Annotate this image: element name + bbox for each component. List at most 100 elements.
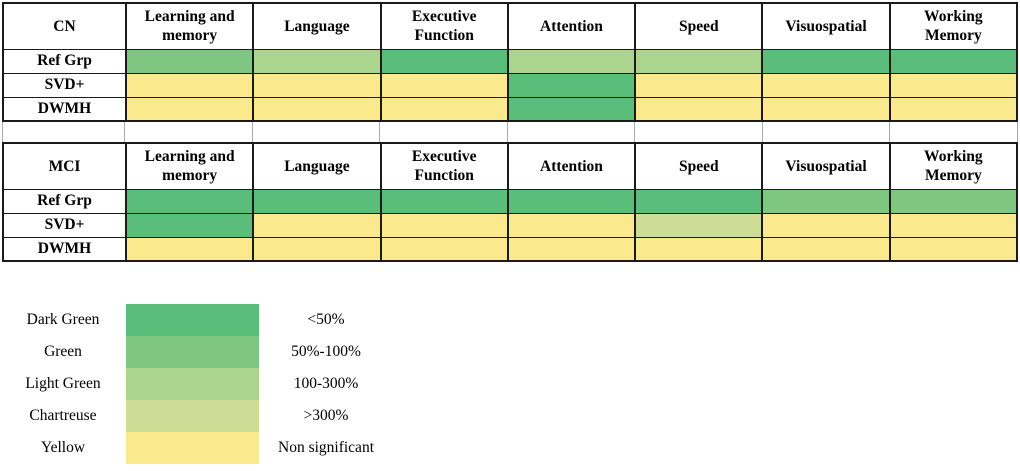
legend-color-name: Yellow (40, 439, 86, 456)
table-row: DWMH (2, 96, 1019, 122)
row-label: SVD+ (2, 212, 127, 238)
heatmap-cell-light_green (634, 48, 764, 74)
legend-color-name: Green (44, 343, 82, 360)
heatmap-cell-yellow (888, 236, 1019, 262)
heatmap-cell-green (761, 188, 891, 214)
table-row: SVD+ (2, 212, 1019, 238)
legend-swatch-dark_green (126, 304, 259, 336)
heatmap-cell-yellow (379, 212, 509, 238)
row-label: Ref Grp (2, 48, 127, 74)
row-label: DWMH (2, 236, 127, 262)
spacer-cell (380, 122, 508, 142)
heatmap-cell-chartreuse (634, 212, 764, 238)
spacer-cell (508, 122, 636, 142)
legend-range-label: 50%-100% (291, 343, 361, 360)
legend-color-name: Chartreuse (29, 407, 97, 424)
heatmap-cell-dark_green (506, 96, 637, 122)
legend-swatch-chartreuse (126, 400, 259, 432)
heatmap-cell-dark_green (252, 188, 382, 214)
heatmap-cell-dark_green (761, 48, 891, 74)
row-label: Ref Grp (2, 188, 127, 214)
heatmap-cell-yellow (634, 236, 764, 262)
column-header: Learning and memory (124, 2, 255, 50)
spacer-cell (125, 122, 253, 142)
legend-color-name: Light Green (25, 375, 101, 392)
heatmap-cell-dark_green (506, 188, 637, 214)
column-header: Executive Function (379, 2, 509, 50)
heatmap-cell-green (124, 48, 255, 74)
legend: Dark Green <50% Green 50%-100% Light Green 10… (0, 304, 1020, 464)
heatmap-cell-dark_green (634, 188, 764, 214)
heatmap-cell-yellow (634, 72, 764, 98)
column-header: Learning and memory (124, 142, 255, 190)
column-header: Speed (634, 142, 764, 190)
heatmap-cell-light_green (506, 48, 637, 74)
column-header: Visuospatial (761, 142, 891, 190)
heatmap-cell-yellow (888, 72, 1019, 98)
column-header: Attention (506, 142, 637, 190)
header-row: MCI Learning and memory Language Executive … (2, 142, 1019, 190)
heatmap-cell-dark_green (124, 188, 255, 214)
legend-swatch-yellow (126, 432, 259, 464)
column-header: Working Memory (888, 142, 1019, 190)
heatmap-table-cn: CN Learning and memory Language Executive F… (2, 2, 1019, 122)
legend-range-label: >300% (303, 407, 349, 424)
heatmap-cell-yellow (124, 236, 255, 262)
row-label: SVD+ (2, 72, 127, 98)
table-row: Ref Grp (2, 188, 1019, 214)
spacer-cell (890, 122, 1018, 142)
heatmap-cell-yellow (761, 72, 891, 98)
heatmap-cell-yellow (761, 236, 891, 262)
table-row: Ref Grp (2, 48, 1019, 74)
heatmap-cell-dark_green (506, 72, 637, 98)
legend-swatch-light_green (126, 368, 259, 400)
spacer-cell (763, 122, 891, 142)
column-header: Speed (634, 2, 764, 50)
spacer-cell (253, 122, 381, 142)
heatmap-cell-yellow (252, 72, 382, 98)
table-body: CN Learning and memory Language Executive F… (2, 2, 1019, 122)
row-label: DWMH (2, 96, 127, 122)
spacer-cell (635, 122, 763, 142)
table-row: SVD+ (2, 72, 1019, 98)
header-row: CN Learning and memory Language Executive F… (2, 2, 1019, 50)
group-label-cell: CN (2, 2, 127, 50)
column-header: Executive Function (379, 142, 509, 190)
legend-swatch-green (126, 336, 259, 368)
heatmap-tables: CN Learning and memory Language Executive F… (2, 2, 1019, 262)
heatmap-cell-yellow (252, 212, 382, 238)
legend-color-name: Dark Green (26, 311, 100, 328)
spacer-cell (2, 122, 125, 142)
heatmap-cell-dark_green (888, 48, 1019, 74)
heatmap-cell-yellow (888, 96, 1019, 122)
heatmap-cell-green (888, 188, 1019, 214)
legend-range-label: 100-300% (293, 375, 359, 392)
column-header: Working Memory (888, 2, 1019, 50)
heatmap-cell-yellow (761, 96, 891, 122)
column-header: Language (252, 2, 382, 50)
heatmap-cell-yellow (252, 236, 382, 262)
heatmap-cell-yellow (124, 96, 255, 122)
legend-range-label: Non significant (278, 439, 374, 456)
heatmap-cell-yellow (761, 212, 891, 238)
heatmap-cell-light_green (252, 48, 382, 74)
column-header: Visuospatial (761, 2, 891, 50)
heatmap-cell-yellow (379, 236, 509, 262)
heatmap-cell-yellow (252, 96, 382, 122)
spacer-row (2, 122, 1018, 142)
heatmap-cell-yellow (634, 96, 764, 122)
heatmap-cell-yellow (506, 236, 637, 262)
heatmap-cell-yellow (888, 212, 1019, 238)
column-header: Attention (506, 2, 637, 50)
heatmap-cell-yellow (124, 72, 255, 98)
heatmap-cell-yellow (379, 96, 509, 122)
group-label-cell: MCI (2, 142, 127, 190)
heatmap-table-mci: MCI Learning and memory Language Executive … (2, 142, 1019, 262)
heatmap-cell-dark_green (379, 48, 509, 74)
table-body: MCI Learning and memory Language Executive … (2, 142, 1019, 262)
legend-range-label: <50% (307, 311, 345, 328)
heatmap-cell-dark_green (379, 188, 509, 214)
heatmap-cell-yellow (506, 212, 637, 238)
column-header: Language (252, 142, 382, 190)
table-row: DWMH (2, 236, 1019, 262)
